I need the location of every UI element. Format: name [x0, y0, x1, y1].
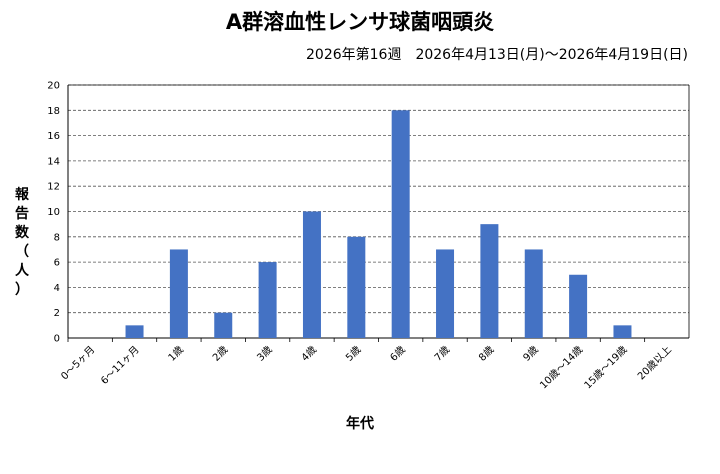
x-tick-label: 15歳～19歳	[582, 344, 630, 392]
x-tick-label: 10歳～14歳	[538, 344, 586, 392]
bar	[524, 249, 543, 338]
x-tick-label: 9歳	[521, 344, 541, 364]
y-tick-label: 8	[54, 232, 60, 243]
y-tick-label: 12	[47, 182, 60, 193]
bar	[169, 249, 188, 338]
x-tick-label: 4歳	[299, 344, 319, 364]
bar	[480, 224, 499, 338]
x-tick-label: 8歳	[476, 344, 496, 364]
x-tick-label: 7歳	[432, 344, 452, 364]
x-tick-label: 3歳	[255, 344, 275, 364]
x-tick-label: 20歳以上	[635, 344, 674, 383]
y-tick-label: 6	[54, 258, 60, 269]
y-tick-label: 0	[54, 334, 60, 345]
chart-subtitle: 2026年第16週 2026年4月13日(月)～2026年4月19日(日)	[306, 47, 688, 63]
x-tick-label: 5歳	[343, 344, 363, 364]
bar	[391, 110, 410, 338]
x-tick-label: 2歳	[210, 344, 230, 364]
x-tick-label: 6歳	[388, 344, 408, 364]
bar	[436, 249, 455, 338]
y-tick-label: 16	[47, 131, 60, 142]
bar	[347, 236, 366, 338]
y-tick-label: 14	[47, 156, 60, 167]
y-axis-label: 報告数（人）	[15, 187, 29, 298]
x-tick-label: 1歳	[166, 344, 186, 364]
x-tick-label: 0～5ヶ月	[59, 344, 98, 383]
chart-title: A群溶血性レンサ球菌咽頭炎	[225, 10, 495, 34]
y-tick-label: 4	[54, 283, 60, 294]
bar	[214, 312, 233, 338]
bar	[302, 211, 321, 338]
bar	[125, 325, 144, 338]
y-tick-label: 18	[47, 106, 60, 117]
x-tick-label: 6～11ヶ月	[98, 344, 141, 387]
x-axis-label: 年代	[346, 416, 374, 432]
bar	[613, 325, 632, 338]
y-tick-label: 20	[47, 81, 60, 92]
y-tick-label: 10	[47, 207, 60, 218]
bar	[258, 262, 277, 338]
y-tick-label: 2	[54, 308, 60, 319]
bar	[569, 274, 588, 338]
